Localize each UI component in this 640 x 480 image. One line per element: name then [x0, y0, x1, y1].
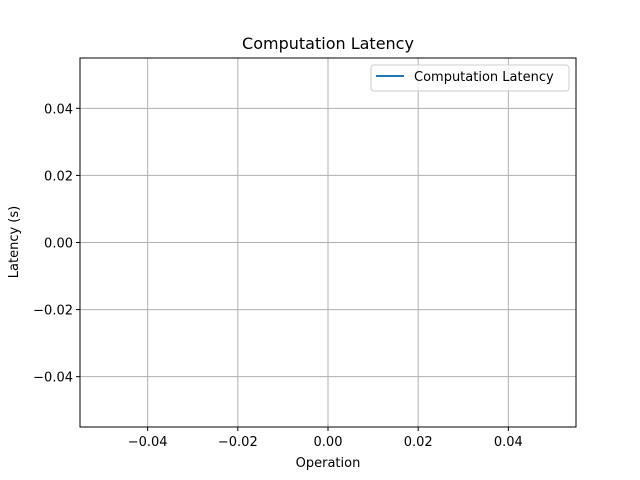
y-axis-ticks: −0.04 −0.02 0.00 0.02 0.04	[33, 102, 80, 386]
x-tick-label: 0.00	[314, 435, 343, 450]
x-tick-label: −0.04	[128, 435, 168, 450]
y-tick-label: −0.04	[33, 371, 73, 386]
y-tick-label: 0.04	[44, 102, 73, 117]
chart-title: Computation Latency	[242, 34, 414, 53]
legend-label: Computation Latency	[414, 70, 554, 85]
x-tick-label: 0.02	[404, 435, 433, 450]
legend: Computation Latency	[370, 64, 570, 92]
y-tick-label: 0.02	[44, 169, 73, 184]
grid-lines	[80, 58, 576, 427]
y-axis-label: Latency (s)	[7, 206, 22, 278]
legend-box	[370, 64, 570, 92]
x-tick-label: −0.02	[218, 435, 258, 450]
x-tick-label: 0.04	[494, 435, 523, 450]
x-axis-label: Operation	[296, 456, 361, 471]
y-tick-label: 0.00	[44, 237, 73, 252]
y-tick-label: −0.02	[33, 304, 73, 319]
x-axis-ticks: −0.04 −0.02 0.00 0.02 0.04	[128, 427, 523, 450]
